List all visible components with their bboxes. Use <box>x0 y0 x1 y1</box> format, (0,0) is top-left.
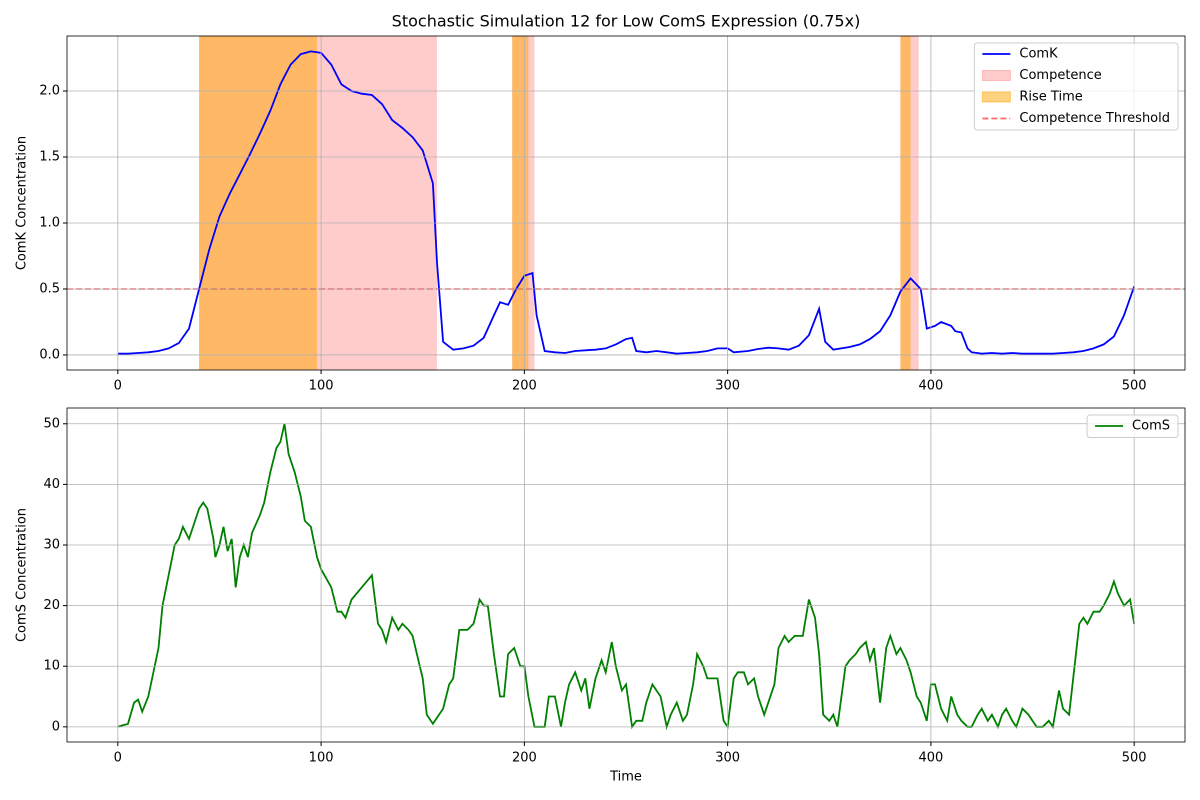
y-tick-label: 0 <box>52 719 60 734</box>
x-tick-label: 200 <box>512 751 537 766</box>
y-axis-label: ComK Concentration <box>15 136 30 270</box>
y-tick-label: 40 <box>43 477 60 492</box>
axes-frame <box>66 35 1186 371</box>
x-tick-label: 300 <box>715 751 740 766</box>
x-tick-label: 300 <box>715 379 740 394</box>
legend-swatch <box>981 70 1011 81</box>
legend-frame <box>973 42 1179 131</box>
x-tick-label: 400 <box>918 751 943 766</box>
legend-label: ComS <box>1132 419 1170 434</box>
y-tick-label: 10 <box>43 659 60 674</box>
x-tick-label: 500 <box>1122 379 1147 394</box>
y-tick-label: 1.0 <box>39 215 60 230</box>
y-tick-label: 2.0 <box>39 84 60 99</box>
x-tick-label: 100 <box>309 379 334 394</box>
legend-label: ComK <box>1019 47 1058 62</box>
x-tick-label: 400 <box>918 379 943 394</box>
y-tick-label: 0.5 <box>39 281 60 296</box>
axes-frame <box>66 407 1186 743</box>
legend: ComS <box>1086 414 1179 438</box>
data-line <box>117 423 1136 731</box>
data-line <box>117 50 1136 355</box>
legend-label: Rise Time <box>1019 90 1082 105</box>
span <box>900 36 911 370</box>
legend-label: Competence Threshold <box>1019 111 1170 126</box>
x-tick-label: 500 <box>1122 751 1147 766</box>
y-tick-label: 30 <box>43 537 60 552</box>
legend-swatch <box>981 91 1011 103</box>
legend-label: Competence <box>1019 68 1101 83</box>
plot-area <box>117 423 1136 731</box>
y-axis-label: ComS Concentration <box>15 508 30 642</box>
chart-title: Stochastic Simulation 12 for Low ComS Ex… <box>392 12 861 31</box>
y-tick-label: 1.5 <box>39 150 60 165</box>
y-tick-label: 20 <box>43 598 60 613</box>
x-tick-label: 200 <box>512 379 537 394</box>
x-tick-label: 0 <box>114 379 122 394</box>
x-tick-label: 0 <box>114 751 122 766</box>
legend: ComK Competence Rise Time Competence Thresh… <box>973 42 1179 131</box>
x-axis-label: Time <box>609 770 642 785</box>
legend-frame <box>1086 414 1179 438</box>
y-tick-label: 50 <box>43 416 60 431</box>
y-tick-label: 0.0 <box>39 347 60 362</box>
span <box>512 36 529 370</box>
x-tick-label: 100 <box>309 751 334 766</box>
span <box>199 36 318 370</box>
